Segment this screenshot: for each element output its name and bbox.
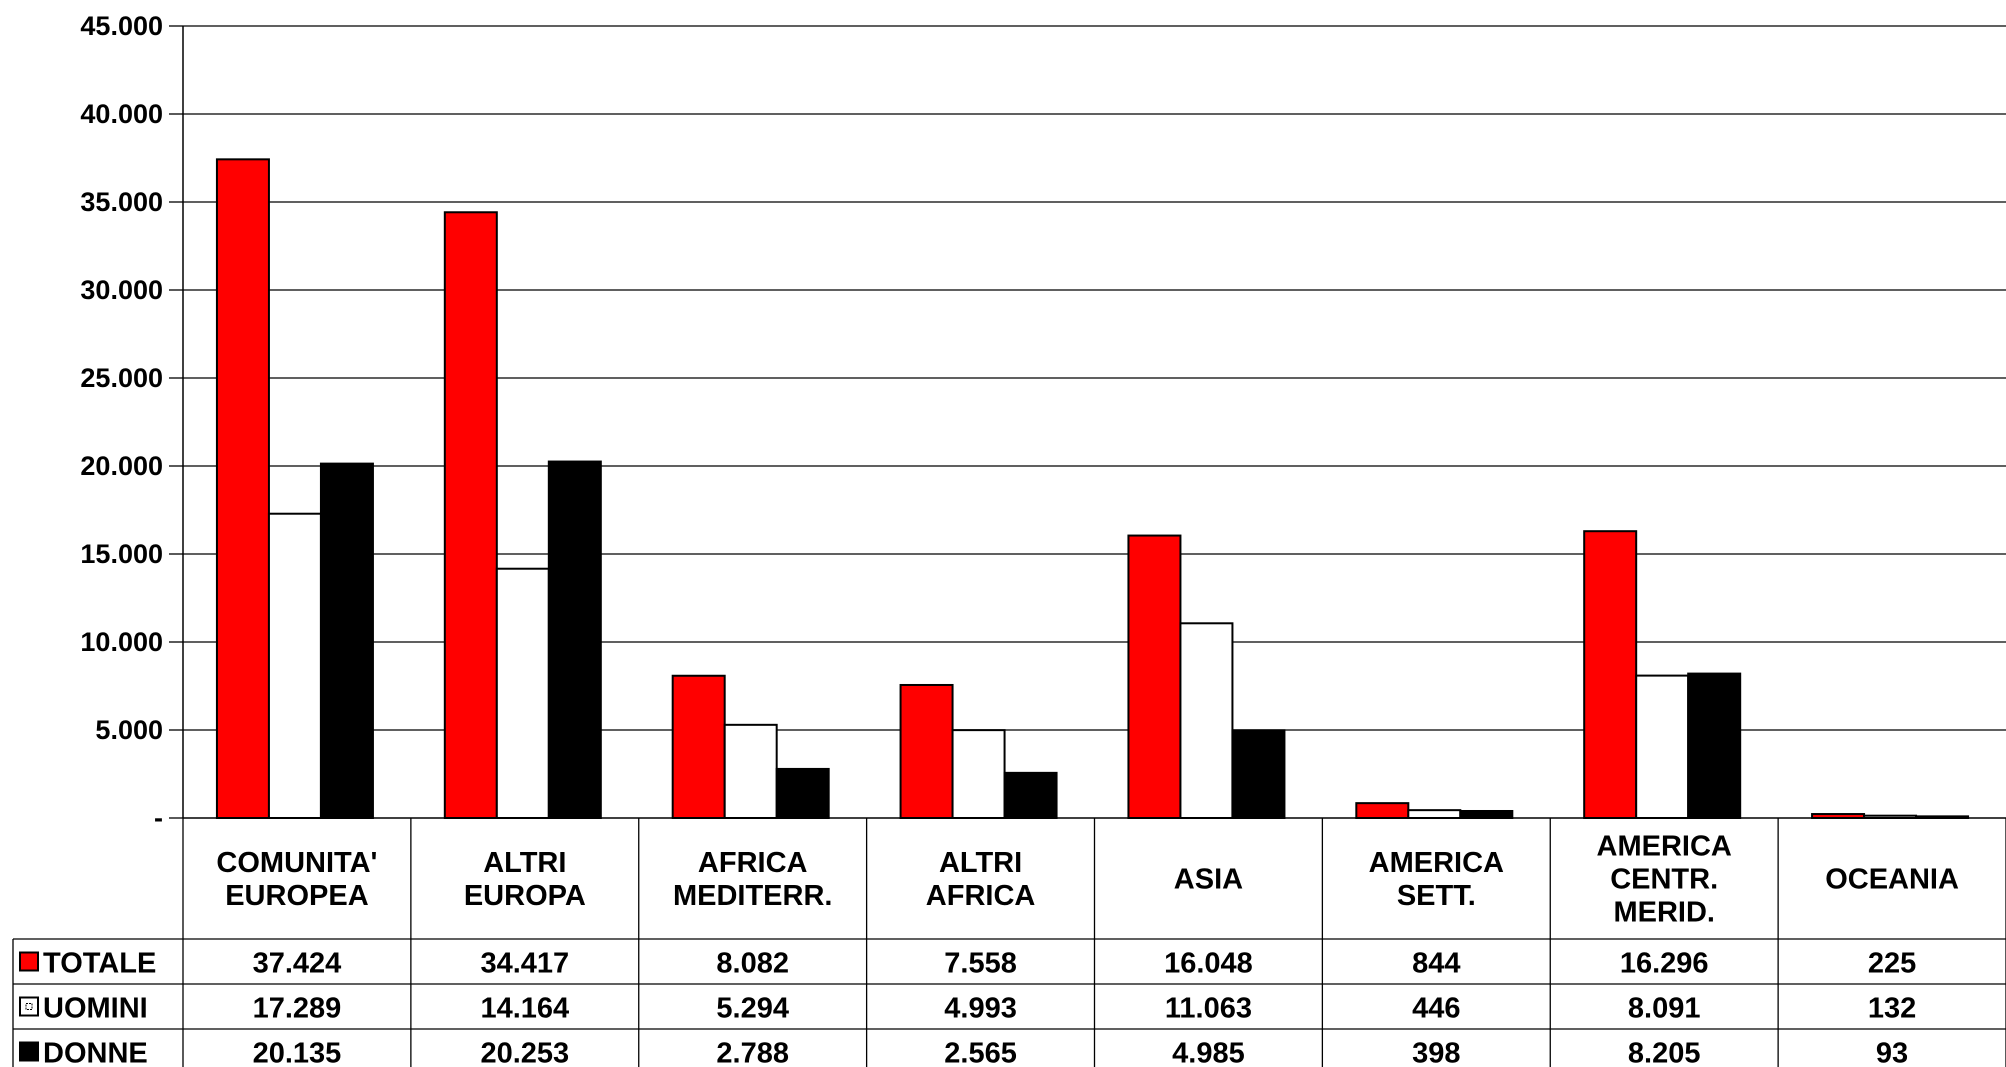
- y-tick-label: 10.000: [80, 627, 163, 657]
- bar-uomini-4: [1179, 622, 1234, 819]
- bar-uomini-1: [495, 567, 550, 820]
- table-value: 7.558: [944, 948, 1017, 980]
- y-tick-label: 20.000: [80, 451, 163, 481]
- table-value: 844: [1412, 948, 1460, 980]
- table-value: 225: [1868, 948, 1916, 980]
- category-label: COMUNITA': [216, 847, 377, 879]
- table-value: 8.205: [1628, 1038, 1701, 1067]
- table-value: 16.048: [1164, 948, 1253, 980]
- category-label: AFRICA: [926, 880, 1036, 912]
- bar-totale-0: [215, 158, 270, 820]
- table-value: 446: [1412, 993, 1460, 1025]
- bar-donne-6: [1687, 672, 1742, 819]
- table-value: 20.253: [480, 1038, 569, 1067]
- bar-donne-1: [547, 460, 602, 819]
- legend-label-uomini: UOMINI: [43, 993, 148, 1025]
- bar-donne-4: [1231, 729, 1286, 819]
- bar-uomini-5: [1407, 809, 1462, 819]
- table-value: 2.565: [944, 1038, 1017, 1067]
- category-label: MEDITERR.: [673, 880, 833, 912]
- table-value: 20.135: [253, 1038, 342, 1067]
- bar-totale-6: [1583, 530, 1638, 820]
- y-tick-label: -: [154, 803, 163, 833]
- table-value: 8.082: [716, 948, 789, 980]
- table-value: 132: [1868, 993, 1916, 1025]
- y-tick-label: 5.000: [95, 715, 163, 745]
- bar-donne-0: [319, 462, 374, 819]
- bar-totale-3: [899, 683, 954, 819]
- table-value: 5.294: [716, 993, 789, 1025]
- category-label: EUROPEA: [225, 880, 368, 912]
- category-label: SETT.: [1397, 880, 1476, 912]
- legend-key-pattern: [25, 1003, 33, 1010]
- bar-uomini-0: [267, 512, 322, 820]
- category-label: AMERICA: [1597, 831, 1732, 863]
- category-label: CENTR.: [1610, 864, 1718, 896]
- y-tick-label: 25.000: [80, 363, 163, 393]
- y-tick-label: 45.000: [80, 11, 163, 41]
- bar-totale-1: [443, 211, 498, 819]
- table-value: 93: [1876, 1038, 1908, 1067]
- table-value: 14.164: [480, 993, 569, 1025]
- y-tick-label: 35.000: [80, 187, 163, 217]
- category-label: ALTRI: [483, 847, 566, 879]
- category-label: ASIA: [1174, 864, 1243, 896]
- bar-uomini-2: [723, 723, 778, 820]
- legend-label-totale: TOTALE: [43, 948, 156, 980]
- category-label: MERID.: [1613, 897, 1715, 929]
- table-value: 16.296: [1620, 948, 1709, 980]
- table-value: 2.788: [716, 1038, 789, 1067]
- bar-donne-3: [1003, 771, 1058, 820]
- bar-totale-2: [671, 674, 726, 819]
- bar-uomini-6: [1635, 674, 1690, 819]
- y-tick-labels: - 5.000 10.000 15.000 20.000 25.000 30.000 35.0…: [80, 11, 163, 833]
- table-value: 398: [1412, 1038, 1460, 1067]
- table-value: 8.091: [1628, 993, 1701, 1025]
- category-label: EUROPA: [464, 880, 586, 912]
- table-value: 17.289: [253, 993, 342, 1025]
- bar-donne-2: [775, 767, 830, 820]
- bar-uomini-3: [951, 729, 1006, 820]
- table-value: 11.063: [1165, 993, 1252, 1025]
- bar-totale-5: [1355, 802, 1410, 820]
- y-tick-label: 30.000: [80, 275, 163, 305]
- legend-label-donne: DONNE: [43, 1038, 148, 1067]
- table-value: 34.417: [480, 948, 569, 980]
- legend-key-totale: [19, 951, 39, 972]
- legend-key-donne: [19, 1041, 39, 1062]
- bar-totale-4: [1127, 534, 1182, 819]
- table-value: 4.993: [944, 993, 1017, 1025]
- y-tick-label: 40.000: [80, 99, 163, 129]
- bar-series: [215, 158, 1970, 820]
- bar-donne-5: [1459, 809, 1514, 819]
- y-tick-label: 15.000: [80, 539, 163, 569]
- data-table: COMUNITA'EUROPEAALTRIEUROPAAFRICAMEDITER…: [12, 818, 2006, 1067]
- category-label: OCEANIA: [1825, 864, 1959, 896]
- category-label: AFRICA: [698, 847, 808, 879]
- legend-key-uomini: [19, 996, 39, 1017]
- category-label: AMERICA: [1369, 847, 1504, 879]
- category-label: ALTRI: [939, 847, 1022, 879]
- table-value: 37.424: [253, 948, 342, 980]
- table-value: 4.985: [1172, 1038, 1245, 1067]
